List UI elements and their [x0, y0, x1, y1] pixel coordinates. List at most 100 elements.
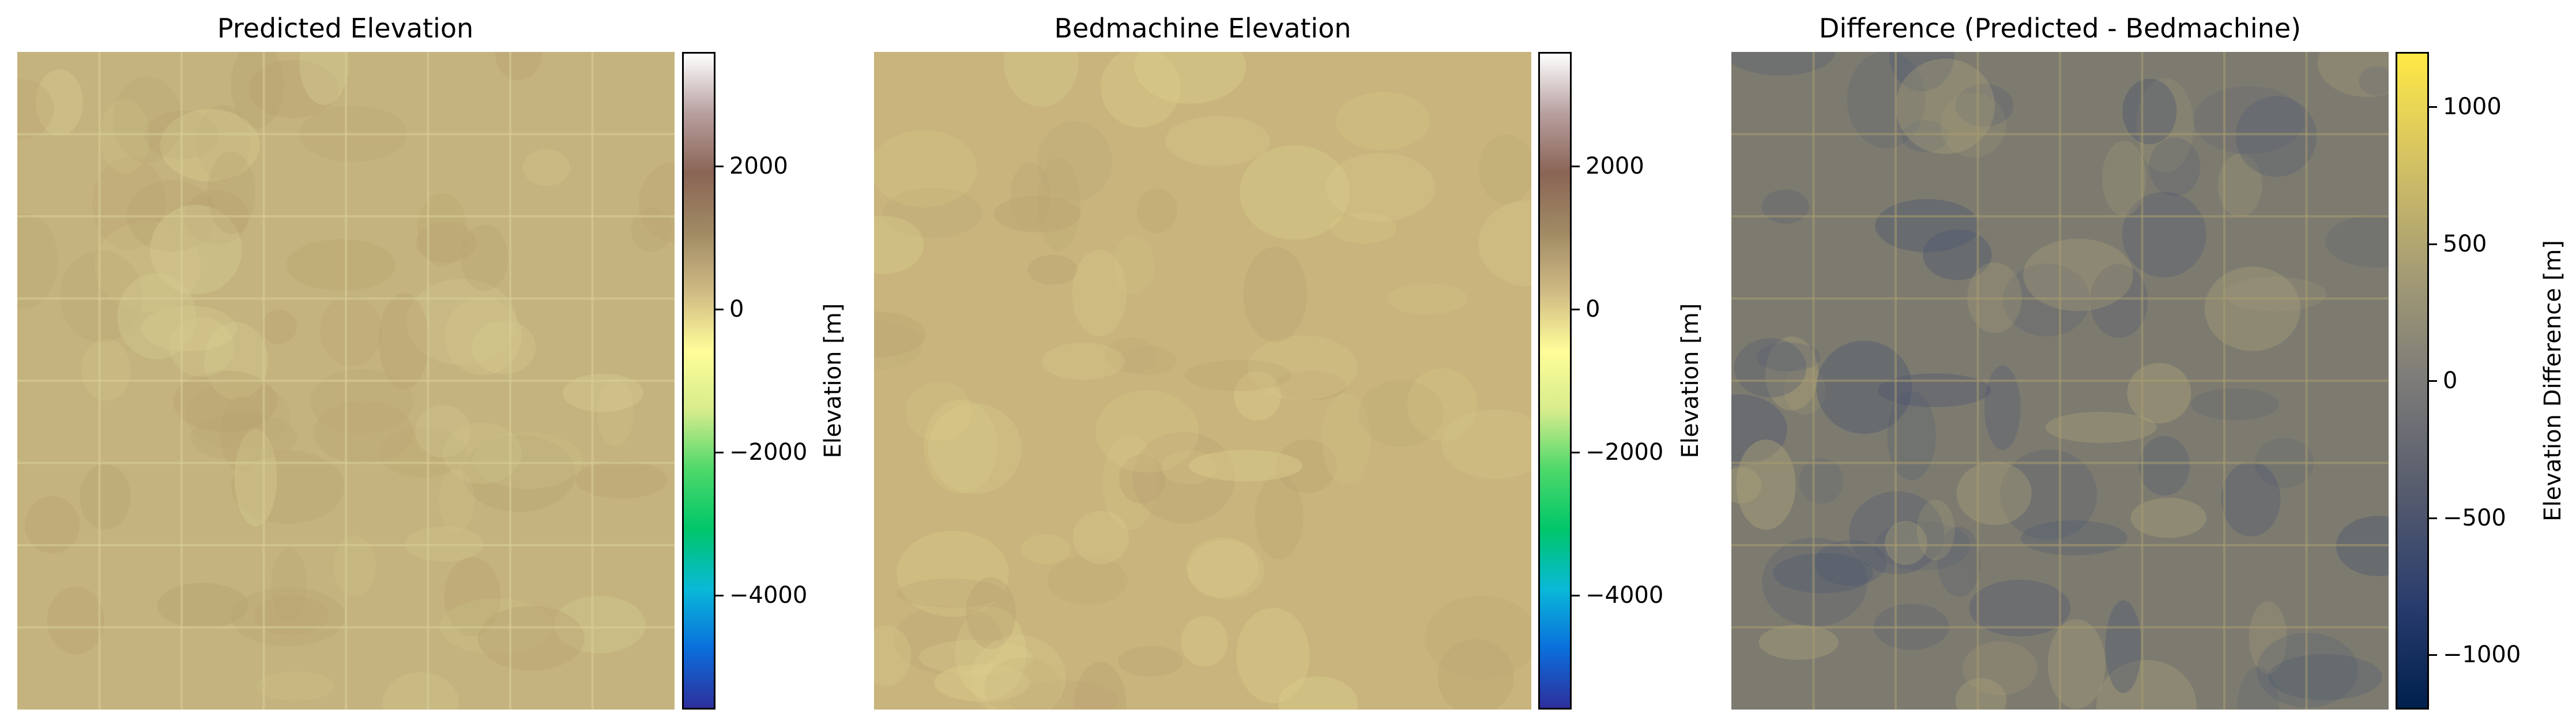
heatmap-blotch [1437, 639, 1514, 710]
heatmap-blotch [639, 162, 675, 242]
heatmap-blotch [1278, 676, 1358, 710]
heatmap-blotch [2317, 52, 2389, 97]
heatmap-blotch [1335, 91, 1430, 151]
heatmap-blotch [2020, 520, 2128, 556]
heatmap-blotch [1758, 625, 1839, 660]
colorbar-tick-label: −2000 [729, 438, 808, 466]
heatmap-blotch [248, 59, 339, 118]
colorbar-tick [2429, 243, 2437, 245]
colorbar-label: Elevation Difference [m] [2540, 240, 2566, 521]
heatmap-blotch [1234, 371, 1281, 421]
heatmap-blotch [2221, 461, 2281, 536]
heatmap-blotch [1875, 198, 1980, 253]
heatmap-blotch [1165, 115, 1271, 166]
heatmap-blotch [874, 216, 924, 275]
heatmap-blotch [59, 250, 143, 343]
heatmap-blotch [2045, 411, 2157, 443]
heatmap-blotch [1188, 450, 1302, 482]
heatmap-image [874, 52, 1531, 710]
heatmap-blotch [1119, 454, 1165, 504]
heatmap-blotch [1136, 188, 1178, 234]
colorbar-tick-label: 0 [2443, 367, 2458, 394]
heatmap-blotch [1010, 162, 1051, 232]
heatmap-blotch [918, 640, 1034, 675]
heatmap-blotch [2000, 449, 2097, 540]
heatmap-blotch [254, 595, 329, 636]
heatmap-blotch [234, 429, 277, 527]
heatmap-blotch [195, 104, 250, 181]
colorbar-tick [2429, 517, 2437, 519]
colorbar [682, 52, 715, 710]
colorbar-tick [1572, 594, 1580, 596]
heatmap-blotch [271, 547, 307, 623]
heatmap-blotch [299, 52, 349, 106]
heatmap-blotch [2136, 78, 2194, 173]
heatmap-blotch [286, 239, 396, 291]
heatmap-blotch [1255, 474, 1304, 560]
heatmap-blotch [897, 531, 1009, 617]
heatmap-blotch [416, 222, 476, 264]
heatmap-blotch [905, 381, 972, 441]
heatmap-blotch [439, 468, 474, 533]
heatmap-blotch [874, 130, 977, 208]
heatmap-blotch [1132, 431, 1236, 524]
heatmap-blotch [1118, 346, 1177, 376]
heatmap-blotch [2235, 96, 2317, 177]
heatmap-blotch [1731, 52, 1835, 76]
heatmap-blotch [2089, 264, 2148, 338]
heatmap-image [17, 52, 675, 710]
heatmap-blotch [631, 208, 672, 252]
heatmap-blotch [2249, 601, 2287, 674]
heatmap-blotch [563, 373, 643, 412]
heatmap-blotch [2237, 666, 2279, 710]
heatmap-blotch [1037, 157, 1080, 252]
heatmap-blotch [1134, 52, 1246, 104]
colorbar-tick-label: −1000 [2443, 641, 2521, 668]
heatmap-blotch [2096, 660, 2197, 710]
heatmap-blotch [971, 635, 1066, 710]
heatmap-blotch [382, 672, 460, 710]
heatmap-blotch [261, 309, 297, 344]
heatmap-blotch [1407, 368, 1478, 441]
heatmap-blotch [1020, 534, 1071, 564]
heatmap-blotch [444, 557, 501, 636]
heatmap-blotch [1916, 500, 1955, 561]
colorbar-tick-label: 2000 [1585, 153, 1644, 180]
heatmap-blotch [1047, 556, 1128, 605]
heatmap-blotch [955, 606, 1027, 699]
heatmap-blotch [24, 496, 80, 554]
heatmap-blotch [1901, 120, 1949, 152]
heatmap-blotch [1765, 336, 1818, 411]
heatmap-blotch [1969, 579, 2071, 637]
heatmap-blotch [462, 435, 575, 512]
heatmap-blotch [117, 273, 197, 359]
heatmap-blotch [1425, 595, 1531, 679]
heatmap-blotch [92, 156, 166, 250]
heatmap-blotch [984, 658, 1061, 710]
heatmap-blotch [417, 193, 468, 267]
heatmap-blotch [444, 297, 522, 376]
heatmap-blotch [1955, 84, 2014, 127]
heatmap-blotch [1922, 229, 1992, 280]
heatmap-blotch [966, 577, 1016, 650]
heatmap-blotch [1756, 342, 1821, 371]
heatmap-blotch [1896, 58, 1995, 154]
heatmap-blotch [2190, 388, 2279, 421]
heatmap-blotch [2325, 215, 2389, 268]
heatmap-blotch [2193, 86, 2305, 154]
heatmap-blotch [160, 109, 260, 182]
heatmap-blotch [1478, 134, 1531, 204]
heatmap-blotch [2047, 619, 2106, 710]
heatmap-blotch [1008, 680, 1118, 710]
heatmap-blotch [1041, 343, 1125, 380]
heatmap-blotch [112, 76, 182, 163]
heatmap-blotch [157, 583, 248, 628]
heatmap-blotch [477, 606, 585, 671]
heatmap-blotch [1027, 254, 1078, 285]
heatmap-blotch [1887, 391, 1936, 481]
heatmap-blotch [874, 625, 912, 686]
heatmap-blotch [2105, 600, 2142, 693]
heatmap-blotch [1814, 540, 1887, 586]
heatmap-blotch [1956, 461, 2032, 526]
heatmap-blotch [333, 535, 376, 596]
